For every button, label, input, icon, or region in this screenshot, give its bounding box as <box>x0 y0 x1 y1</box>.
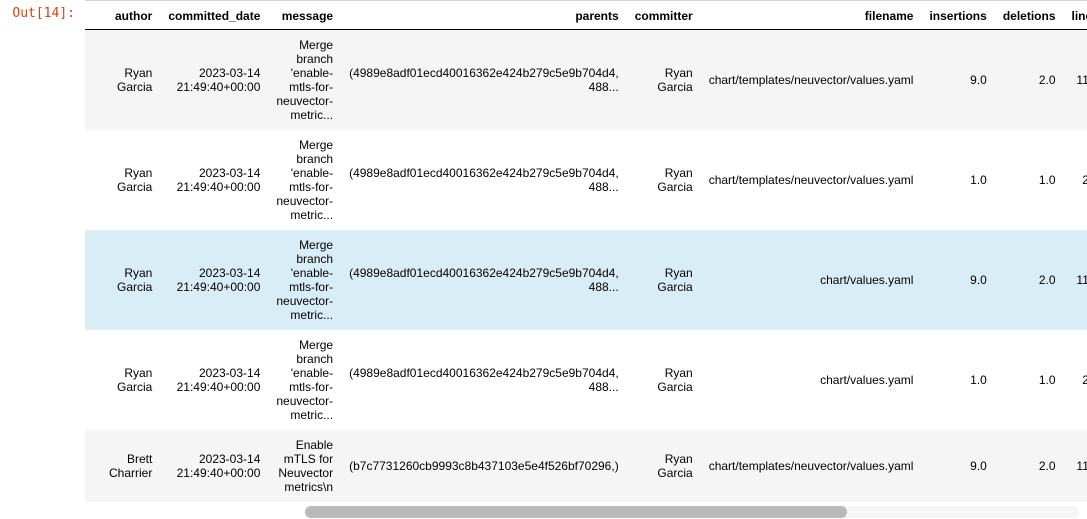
dataframe-table: author committed_date message parents co… <box>85 3 1087 502</box>
cell-committer: RyanGarcia <box>627 430 701 502</box>
dataframe-scroll-wrap[interactable]: author committed_date message parents co… <box>85 3 1087 502</box>
cell-author: RyanGarcia <box>101 330 160 430</box>
cell-committer: RyanGarcia <box>627 230 701 330</box>
cell-committed-date: 2023-03-1421:49:40+00:00 <box>160 330 268 430</box>
cell-committer: RyanGarcia <box>627 330 701 430</box>
cell-insertions: 9.0 <box>921 230 994 330</box>
cell-lines: 2.0 <box>1064 330 1087 430</box>
cell-lines: 11.0 <box>1064 30 1087 131</box>
col-committer: committer <box>627 3 701 30</box>
output-area: author committed_date message parents co… <box>85 0 1087 518</box>
col-insertions: insertions <box>921 3 994 30</box>
cell-filename: chart/templates/neuvector/values.yaml <box>701 30 922 131</box>
table-row[interactable]: RyanGarcia2023-03-1421:49:40+00:00Merge … <box>85 130 1087 230</box>
col-deletions: deletions <box>995 3 1064 30</box>
table-header: author committed_date message parents co… <box>85 3 1087 30</box>
cell-filename: chart/values.yaml <box>701 330 922 430</box>
cell-committed-date: 2023-03-1421:49:40+00:00 <box>160 230 268 330</box>
cell-committed-date: 2023-03-1421:49:40+00:00 <box>160 130 268 230</box>
col-author: author <box>101 3 160 30</box>
cell-insertions: 9.0 <box>921 30 994 131</box>
table-body: RyanGarcia2023-03-1421:49:40+00:00Merge … <box>85 30 1087 503</box>
cell-parents: (4989e8adf01ecd40016362e424b279c5e9b704d… <box>341 230 627 330</box>
cell-message: Enable mTLS for Neuvector metrics\n <box>268 430 341 502</box>
output-prompt-text: Out[14]: <box>12 6 75 21</box>
horizontal-scrollbar-thumb[interactable] <box>305 506 847 518</box>
cell-parents: (4989e8adf01ecd40016362e424b279c5e9b704d… <box>341 330 627 430</box>
col-message: message <box>268 3 341 30</box>
cell-author: BrettCharrier <box>101 430 160 502</box>
cell-filename: chart/values.yaml <box>701 230 922 330</box>
row-index <box>85 230 101 330</box>
row-index <box>85 130 101 230</box>
table-row[interactable]: RyanGarcia2023-03-1421:49:40+00:00Merge … <box>85 330 1087 430</box>
cell-message: Merge branch 'enable-mtls-for-neuvector-… <box>268 130 341 230</box>
cell-message: Merge branch 'enable-mtls-for-neuvector-… <box>268 330 341 430</box>
cell-committer: RyanGarcia <box>627 30 701 131</box>
cell-deletions: 2.0 <box>995 30 1064 131</box>
col-lines: lines <box>1064 3 1087 30</box>
row-index <box>85 30 101 131</box>
cell-deletions: 2.0 <box>995 230 1064 330</box>
cell-committer: RyanGarcia <box>627 130 701 230</box>
cell-deletions: 1.0 <box>995 130 1064 230</box>
cell-author: RyanGarcia <box>101 130 160 230</box>
cell-lines: 11.0 <box>1064 230 1087 330</box>
col-parents: parents <box>341 3 627 30</box>
table-row[interactable]: BrettCharrier2023-03-1421:49:40+00:00Ena… <box>85 430 1087 502</box>
cell-parents: (4989e8adf01ecd40016362e424b279c5e9b704d… <box>341 130 627 230</box>
cell-author: RyanGarcia <box>101 30 160 131</box>
cell-insertions: 9.0 <box>921 430 994 502</box>
output-prompt: Out[14]: <box>0 0 85 21</box>
col-filename: filename <box>701 3 922 30</box>
cell-filename: chart/templates/neuvector/values.yaml <box>701 430 922 502</box>
row-index <box>85 330 101 430</box>
cell-author: RyanGarcia <box>101 230 160 330</box>
cell-deletions: 1.0 <box>995 330 1064 430</box>
table-row[interactable]: RyanGarcia2023-03-1421:49:40+00:00Merge … <box>85 230 1087 330</box>
cell-message: Merge branch 'enable-mtls-for-neuvector-… <box>268 30 341 131</box>
horizontal-scrollbar-track[interactable] <box>305 506 1079 518</box>
col-committed-date: committed_date <box>160 3 268 30</box>
col-index <box>85 3 101 30</box>
cell-deletions: 2.0 <box>995 430 1064 502</box>
row-index <box>85 430 101 502</box>
cell-parents: (4989e8adf01ecd40016362e424b279c5e9b704d… <box>341 30 627 131</box>
cell-insertions: 1.0 <box>921 130 994 230</box>
cell-insertions: 1.0 <box>921 330 994 430</box>
table-row[interactable]: RyanGarcia2023-03-1421:49:40+00:00Merge … <box>85 30 1087 131</box>
cell-message: Merge branch 'enable-mtls-for-neuvector-… <box>268 230 341 330</box>
cell-parents: (b7c7731260cb9993c8b437103e5e4f526bf7029… <box>341 430 627 502</box>
cell-filename: chart/templates/neuvector/values.yaml <box>701 130 922 230</box>
cell-lines: 2.0 <box>1064 130 1087 230</box>
notebook-output-cell: Out[14]: author committed_date message p… <box>0 0 1087 518</box>
cell-committed-date: 2023-03-1421:49:40+00:00 <box>160 30 268 131</box>
cell-committed-date: 2023-03-1421:49:40+00:00 <box>160 430 268 502</box>
cell-lines: 11.0 <box>1064 430 1087 502</box>
